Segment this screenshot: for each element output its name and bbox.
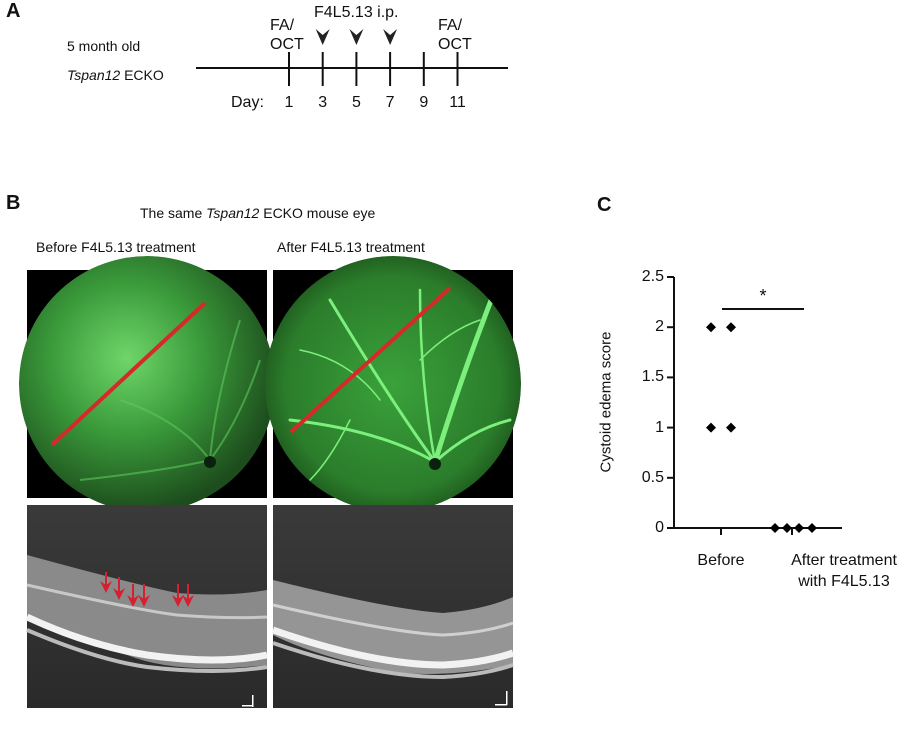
y-tick-label: 0.5 (641, 468, 664, 486)
y-tick-label: 2.5 (641, 268, 664, 285)
arrow-head-icon (182, 595, 194, 607)
y-tick-label: 0 (655, 519, 664, 536)
injection-arrow-icon (349, 29, 364, 45)
day-number: 1 (284, 94, 294, 111)
gene-name: Tspan12 (206, 205, 260, 221)
day-number: 11 (449, 94, 466, 111)
arrow-head-icon (113, 588, 125, 600)
arrow-head-icon (127, 595, 139, 607)
scan-line-before (50, 301, 207, 447)
day-number: 3 (318, 94, 328, 111)
arrow-head-icon (100, 581, 112, 593)
panel-b-title: The same Tspan12 ECKO mouse eye (140, 205, 375, 221)
subject-genotype: Tspan12 ECKO (67, 67, 164, 83)
day-number: 7 (385, 94, 395, 111)
scale-bar (506, 691, 508, 705)
title-prefix: The same (140, 205, 207, 221)
day-number: 9 (419, 94, 429, 111)
subject-age: 5 month old (67, 38, 141, 54)
x-category-label: with F4L5.13 (798, 573, 890, 590)
data-point (782, 523, 792, 533)
imaging-label-start: FA/OCT (270, 16, 304, 54)
panel-c-letter: C (597, 194, 612, 216)
day-label: Day: (231, 94, 264, 111)
x-category-label: Before (697, 552, 745, 569)
data-point (726, 322, 736, 333)
data-point (706, 322, 716, 333)
x-category-label: After treatment (791, 552, 897, 569)
y-axis-label: Cystoid edema score (597, 331, 615, 473)
timeline (196, 29, 508, 86)
after-label: After F4L5.13 treatment (277, 239, 425, 255)
cyst-arrows (100, 572, 194, 607)
genotype-suffix: ECKO (120, 67, 164, 83)
label-line: FA/ (438, 17, 463, 34)
before-label: Before F4L5.13 treatment (36, 239, 196, 255)
label-line: OCT (438, 36, 472, 53)
data-point (726, 422, 736, 433)
data-point (770, 523, 780, 533)
scale-bar (495, 704, 507, 706)
panel-a-letter: A (6, 0, 21, 22)
panel-b-letter: B (6, 192, 21, 214)
injection-arrow-icon (383, 29, 398, 45)
scan-line-after (289, 286, 452, 434)
scale-bar (242, 705, 253, 707)
scale-bar (252, 695, 254, 707)
label-line: OCT (270, 36, 304, 53)
data-point (794, 523, 804, 533)
injection-arrow-icon (315, 29, 330, 45)
arrow-head-icon (172, 595, 184, 607)
injection-label: F4L5.13 i.p. (314, 4, 399, 21)
y-tick-label: 2 (655, 318, 664, 336)
gene-name: Tspan12 (67, 67, 121, 83)
data-point (706, 422, 716, 433)
arrow-head-icon (138, 595, 150, 607)
imaging-label-end: FA/OCT (438, 16, 472, 54)
y-tick-label: 1.5 (641, 368, 664, 386)
day-number: 5 (351, 94, 361, 111)
significance-star: * (759, 286, 767, 306)
label-line: FA/ (270, 17, 295, 34)
data-point (807, 523, 817, 533)
title-suffix: ECKO mouse eye (259, 205, 376, 221)
y-tick-label: 1 (655, 418, 664, 436)
